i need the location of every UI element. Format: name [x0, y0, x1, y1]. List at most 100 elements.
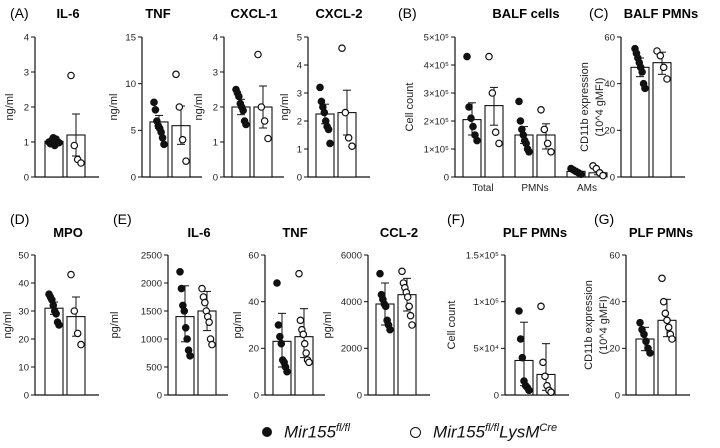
data-point-filled	[55, 138, 63, 147]
y-tick-label: 40	[609, 297, 620, 308]
data-point-filled	[183, 335, 191, 343]
chart-mpo: MPO (D) ng/ml 0 10 20 30 40 50	[2, 211, 99, 401]
data-point-open	[178, 135, 187, 144]
data-point-open	[540, 125, 549, 134]
y-tick-label: 20	[604, 126, 615, 137]
chart-tnf-plf: TNF pg/ml 0 20 40 60	[232, 225, 325, 401]
y-axis-label: Cell count	[404, 83, 416, 132]
chart-title: BALF PMNs	[624, 6, 698, 21]
legend-marker-open	[410, 426, 422, 438]
data-point-open	[547, 148, 555, 156]
data-point-open	[70, 141, 79, 150]
y-tick-label: 1500	[141, 306, 162, 317]
data-point-filled	[640, 330, 648, 339]
y-tick-label: 1×10⁵	[424, 144, 449, 155]
chart-balf-cells: BALF cells (B) Cell count 0 1×10⁵ 2×10⁵ 3×10⁵ 4…	[398, 5, 608, 194]
y-tick-label: 20	[609, 344, 620, 355]
y-tick-label: 1×10⁵	[474, 297, 499, 308]
data-point-filled	[636, 318, 644, 327]
data-point-filled	[642, 337, 650, 346]
y-axis-label-2: (10^4 gMFI)	[598, 296, 610, 355]
data-point-open	[398, 267, 406, 276]
data-point-filled	[283, 367, 291, 376]
data-point-open	[543, 139, 552, 148]
chart-plf-pmns-count: PLF PMNs (F) Cell count 0 5×10⁴ 1×10⁵ 1.5×10⁵	[446, 211, 569, 401]
y-tick-label: 4×10⁵	[424, 60, 449, 71]
data-point-open	[668, 335, 676, 343]
y-tick-label: 4	[297, 60, 302, 71]
data-point-filled	[242, 120, 250, 129]
data-point-open	[67, 71, 75, 80]
data-point-open	[302, 349, 310, 357]
chart-title: PLF PMNs	[629, 225, 693, 240]
data-point-open	[658, 274, 666, 283]
data-point-open	[182, 157, 190, 165]
panel-label: (F)	[447, 211, 465, 227]
data-point-filled	[160, 140, 168, 149]
bar	[231, 106, 251, 178]
chart-title: CXCL-2	[316, 6, 363, 21]
y-tick-label: 20	[248, 344, 259, 355]
y-tick-label: 1000	[141, 334, 162, 345]
data-point-open	[659, 63, 668, 72]
data-point-open	[175, 103, 184, 111]
y-tick-label: 30	[18, 306, 29, 317]
data-point-open	[305, 358, 313, 367]
data-point-filled	[274, 321, 283, 329]
data-point-filled	[186, 351, 194, 360]
data-point-open	[348, 142, 356, 151]
y-axis-label: pg/ml	[109, 312, 121, 339]
legend: Mir155fl/fl Mir155fl/flLysMCre	[262, 418, 557, 446]
data-point-filled	[516, 117, 525, 125]
data-point-open	[67, 270, 75, 279]
y-tick-label: 500	[146, 362, 162, 373]
data-point-open	[254, 50, 262, 59]
data-point-open	[73, 329, 82, 338]
data-point-open	[656, 51, 665, 60]
y-tick-label: 60	[604, 32, 615, 43]
chart-title: MPO	[53, 225, 83, 240]
y-tick-label: 5×10⁵	[424, 32, 449, 43]
data-point-open	[664, 323, 673, 332]
data-point-filled	[515, 97, 523, 106]
data-point-filled	[277, 339, 286, 348]
data-point-open	[205, 318, 213, 327]
data-point-open	[406, 311, 415, 320]
data-point-filled	[177, 284, 186, 293]
chart-title: BALF cells	[492, 6, 559, 21]
data-point-open	[403, 293, 412, 301]
y-tick-label: 0	[615, 390, 620, 401]
panel-label: (D)	[10, 211, 29, 227]
data-point-filled	[320, 108, 329, 117]
y-tick-label: 4	[213, 32, 218, 43]
y-tick-label: 4	[24, 32, 29, 43]
y-tick-label: 3	[213, 67, 218, 78]
y-tick-label: 10	[125, 79, 136, 90]
data-point-open	[338, 44, 346, 53]
y-tick-label: 40	[18, 278, 29, 289]
y-tick-label: 2×10⁵	[424, 116, 449, 127]
chart-title: TNF	[282, 225, 307, 240]
y-tick-label: 1	[297, 144, 302, 155]
data-point-filled	[324, 125, 333, 134]
data-point-filled	[381, 302, 390, 311]
data-point-filled	[473, 136, 481, 145]
data-point-open	[539, 358, 547, 367]
y-axis-label-2: (10^4 gMFI)	[594, 78, 606, 137]
data-point-open	[201, 298, 209, 307]
y-tick-label: 0	[213, 172, 218, 183]
y-tick-label: 40	[604, 79, 615, 90]
y-tick-label: 0	[297, 172, 302, 183]
data-point-filled	[577, 170, 585, 179]
data-point-filled	[518, 353, 527, 362]
data-point-open	[70, 307, 79, 315]
y-axis-label: ng/ml	[4, 94, 16, 121]
y-axis-label: ng/ml	[108, 94, 120, 121]
data-point-open	[663, 316, 671, 325]
data-point-open	[405, 302, 413, 311]
data-point-open	[491, 128, 500, 137]
data-point-filled	[386, 325, 394, 334]
data-point-open	[198, 284, 206, 293]
y-tick-label: 0	[131, 172, 136, 183]
y-tick-label: 5×10⁴	[474, 344, 499, 355]
